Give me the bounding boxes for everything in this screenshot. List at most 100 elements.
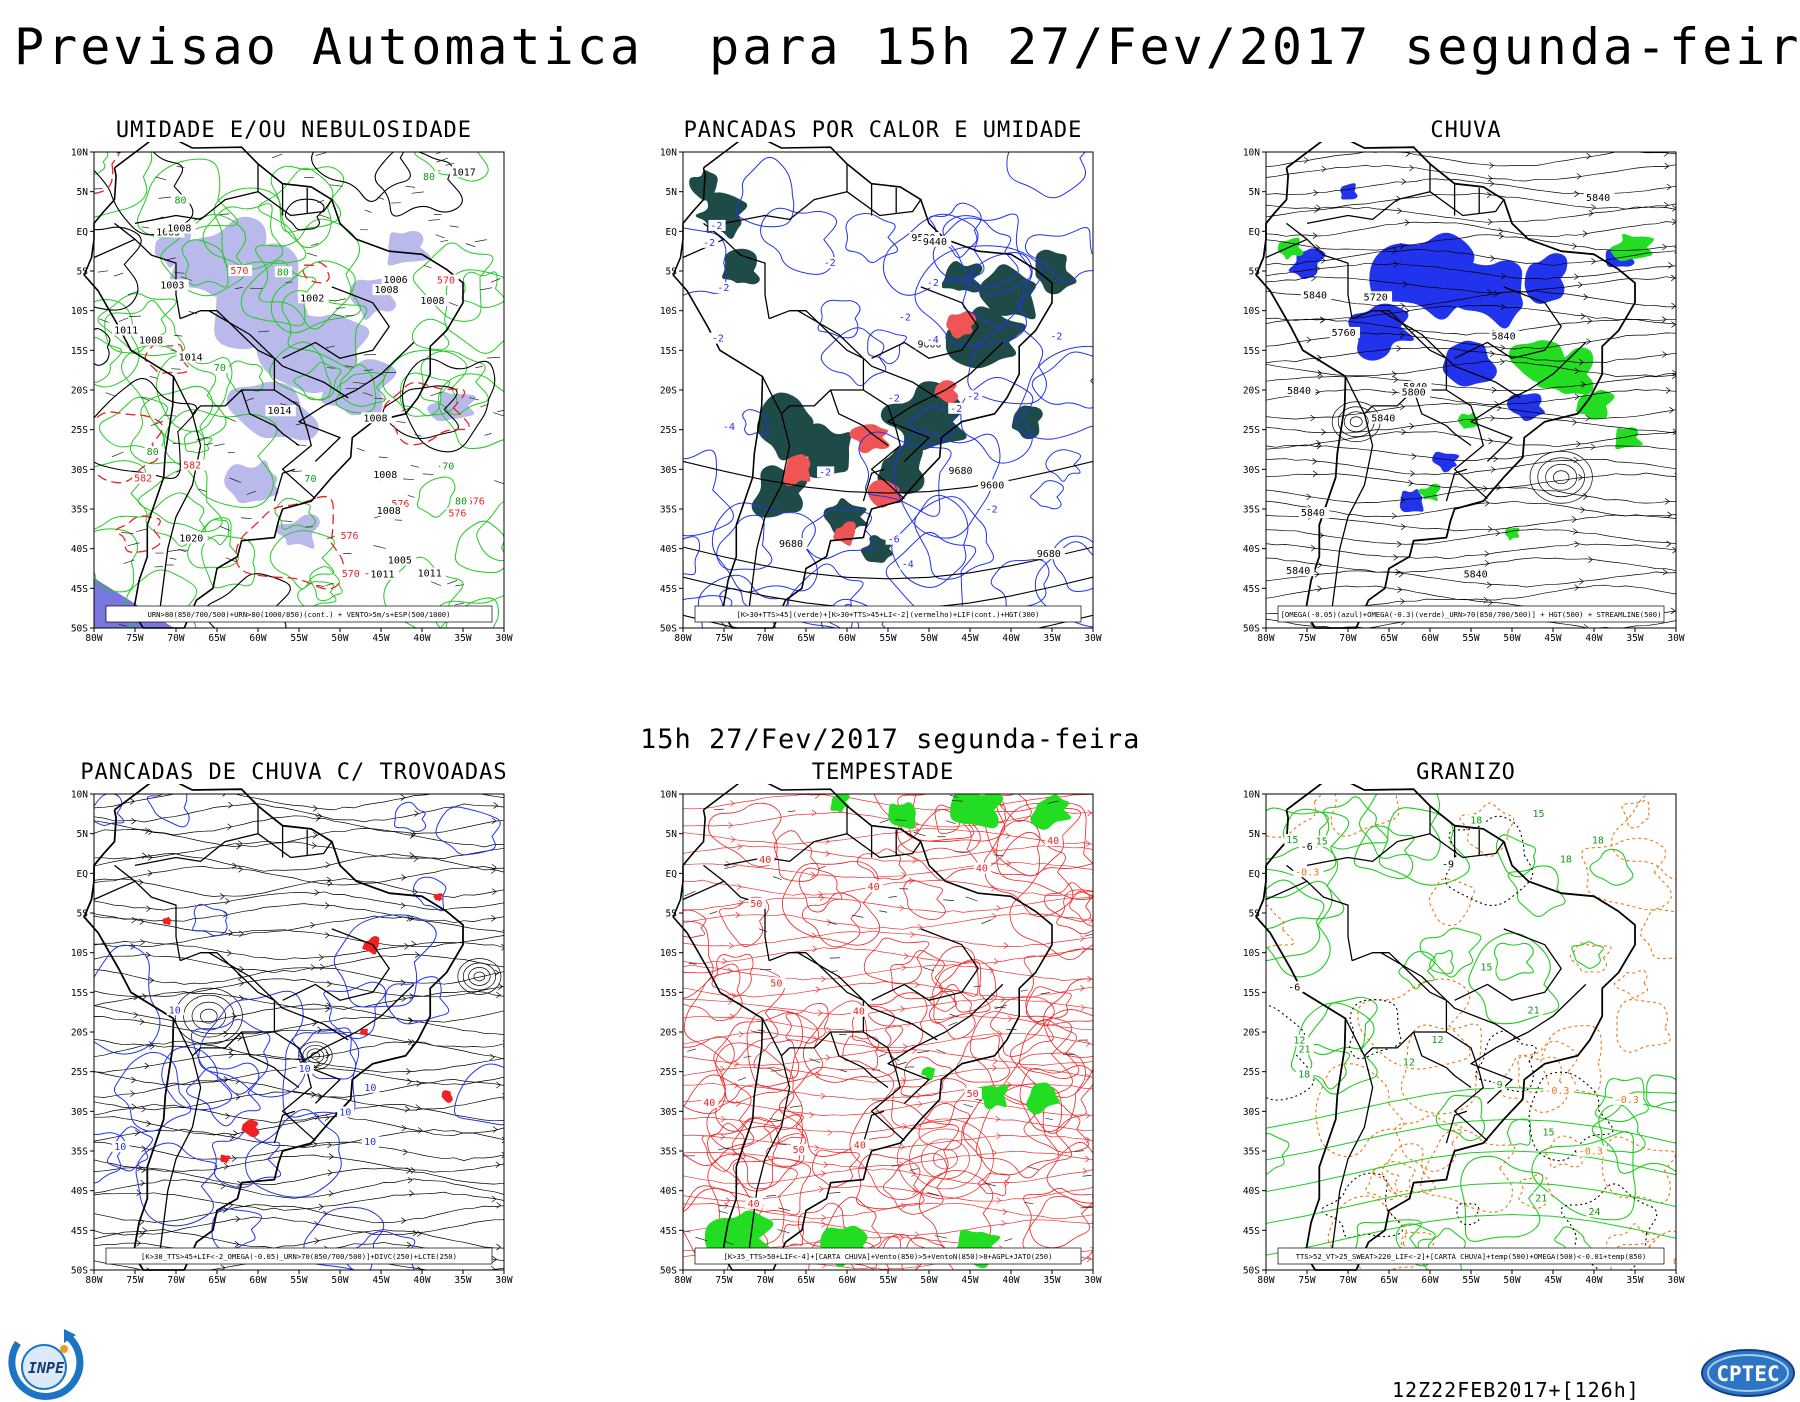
lat-label: 45S xyxy=(71,1226,88,1237)
lon-label: 60W xyxy=(838,1275,855,1286)
shaded-area xyxy=(849,424,889,453)
lat-label: 20S xyxy=(71,1028,88,1039)
lon-label: 45W xyxy=(1544,633,1561,644)
lon-label: 35W xyxy=(1043,1275,1060,1286)
contour-label: 50 xyxy=(750,899,762,910)
streamline-arrow xyxy=(1682,448,1686,454)
panel-title: PANCADAS POR CALOR E UMIDADE xyxy=(603,118,1163,143)
wind-vector xyxy=(1028,1167,1039,1170)
wind-vector xyxy=(1092,957,1102,958)
lon-label: 80W xyxy=(674,1275,691,1286)
lon-label: 30W xyxy=(495,1275,512,1286)
streamline-arrow xyxy=(822,1221,826,1227)
vortex-ring xyxy=(458,958,501,994)
streamline xyxy=(1266,193,1676,209)
streamline-arrow xyxy=(1667,541,1671,547)
lon-label: 65W xyxy=(797,1275,814,1286)
wind-vector xyxy=(714,809,724,810)
wind-vector xyxy=(357,448,365,451)
streamline-arrow xyxy=(1321,429,1325,435)
lat-label: 40S xyxy=(1243,544,1260,555)
wind-vector xyxy=(738,1078,746,1081)
map-border xyxy=(94,794,504,1270)
contour-line xyxy=(660,537,699,575)
streamline xyxy=(94,1217,504,1235)
streamline-arrow xyxy=(407,1079,411,1085)
lat-label: 15S xyxy=(1243,988,1260,999)
contour-label: -2 xyxy=(986,504,998,515)
lat-label: 10N xyxy=(1243,148,1260,159)
contour-label: -2 xyxy=(1050,332,1062,343)
streamline-arrow xyxy=(132,1104,136,1110)
legend-box: [OMEGA(-0.05)(azul)+OMEGA(-0.3)(verde)_U… xyxy=(1278,606,1664,622)
wind-vector xyxy=(429,219,441,220)
contour-label: 40 xyxy=(703,1098,715,1109)
legend-box: [K>30+TTS>45](verde)+[K>30+TTS>45+LI<-2]… xyxy=(695,606,1081,622)
streamline xyxy=(94,954,504,973)
lat-label: EQ xyxy=(77,869,89,880)
streamline-arrow xyxy=(329,1154,333,1160)
vortex-ring xyxy=(200,1009,217,1023)
contour-line xyxy=(1501,1055,1567,1112)
wind-vector xyxy=(898,1062,907,1065)
streamline-arrow xyxy=(233,1130,237,1136)
streamline-arrow xyxy=(1094,887,1098,893)
vortex-ring xyxy=(469,967,491,985)
streamline-arrow xyxy=(503,930,507,936)
contour-label: 1008 xyxy=(377,506,401,517)
lon-label: 80W xyxy=(85,1275,102,1286)
contour-label: 5840 xyxy=(1303,290,1327,301)
streamline-arrow xyxy=(1322,166,1326,172)
streamline-arrow xyxy=(1313,471,1317,477)
streamline-arrow xyxy=(506,1007,510,1013)
contour-label: 570 xyxy=(342,569,360,580)
lat-label: 5N xyxy=(666,829,678,840)
wind-vector xyxy=(119,318,128,322)
contour-label: 80 xyxy=(277,267,289,278)
contour-label: -4 xyxy=(902,560,914,571)
contour-line xyxy=(1469,933,1559,1024)
wind-vector xyxy=(819,866,826,869)
streamline-arrow xyxy=(720,1134,724,1140)
wind-vector xyxy=(880,820,889,823)
contour-label: 5840 xyxy=(1286,566,1310,577)
contour-line xyxy=(1494,943,1533,980)
contour-line xyxy=(41,223,141,310)
shaded-area xyxy=(888,802,916,829)
contour-label: 9680 xyxy=(1037,549,1061,560)
lat-label: 30S xyxy=(1243,465,1260,476)
lat-label: 5N xyxy=(1249,187,1261,198)
lon-label: 65W xyxy=(1380,633,1397,644)
wind-vector xyxy=(447,580,457,584)
wind-vector xyxy=(487,357,500,358)
streamline-arrow xyxy=(504,844,508,850)
streamline-arrow xyxy=(494,802,498,808)
contour-label: 50 xyxy=(967,1089,979,1100)
contour-label: 40 xyxy=(976,864,988,875)
contour-label: 5840 xyxy=(1586,193,1610,204)
streamline-arrow xyxy=(508,841,512,847)
streamline xyxy=(1266,529,1676,544)
streamline-arrow xyxy=(810,1112,814,1118)
contour-line xyxy=(1617,1000,1671,1053)
legend-text: TTS>52_VT>25_SWEAT>220_LIF<-2]+[CARTA CH… xyxy=(1296,1252,1647,1261)
streamline-arrow xyxy=(407,1242,411,1248)
streamline-arrow xyxy=(408,1177,412,1183)
streamline-arrow xyxy=(409,1190,413,1196)
contour-label: 40 xyxy=(868,882,880,893)
wind-vector xyxy=(220,214,230,215)
contour-line xyxy=(991,559,1049,610)
lon-label: 40W xyxy=(1002,633,1019,644)
contour-line xyxy=(868,330,907,364)
lat-label: 35S xyxy=(660,1147,677,1158)
contour-line xyxy=(904,880,946,920)
streamline xyxy=(1266,151,1676,167)
country-border xyxy=(888,984,1003,1103)
contour-line xyxy=(1324,797,1388,849)
streamline-arrow xyxy=(221,1183,225,1189)
contour-line xyxy=(88,142,192,235)
